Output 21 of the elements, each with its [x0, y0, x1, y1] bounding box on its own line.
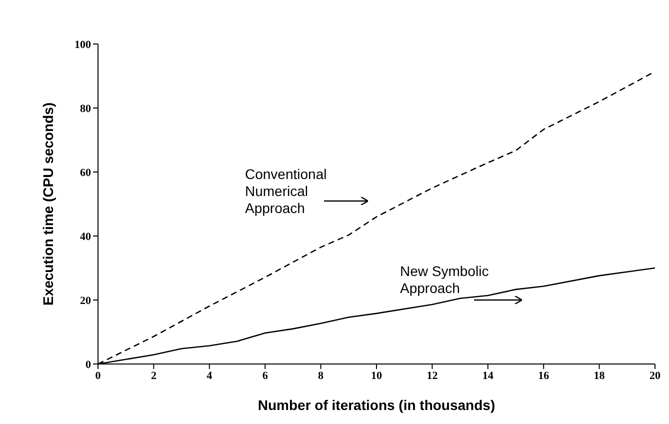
- series-label: Conventional Numerical Approach: [245, 166, 327, 217]
- x-tick-label: 0: [95, 370, 102, 382]
- x-tick-label: 8: [318, 370, 324, 382]
- series-label: New Symbolic Approach: [400, 263, 489, 297]
- x-tick-label: 12: [426, 370, 438, 382]
- x-tick-label: 18: [594, 370, 606, 382]
- y-tick-label: 40: [80, 230, 92, 243]
- x-tick-label: 4: [206, 370, 213, 382]
- x-tick-label: 10: [371, 370, 382, 382]
- x-axis-title: Number of iterations (in thousands): [258, 397, 496, 413]
- y-tick-label: 100: [74, 38, 92, 51]
- x-tick-label: 20: [650, 370, 661, 382]
- y-tick-label: 60: [80, 166, 92, 179]
- x-tick-label: 14: [482, 370, 494, 382]
- y-axis-title: Execution time (CPU seconds): [40, 102, 56, 306]
- y-tick-label: 80: [80, 102, 92, 115]
- x-tick-label: 2: [150, 370, 157, 382]
- x-tick-label: 6: [262, 370, 268, 382]
- x-tick-label: 16: [538, 370, 550, 382]
- y-tick-label: 20: [80, 294, 92, 307]
- y-tick-label: 0: [86, 358, 92, 371]
